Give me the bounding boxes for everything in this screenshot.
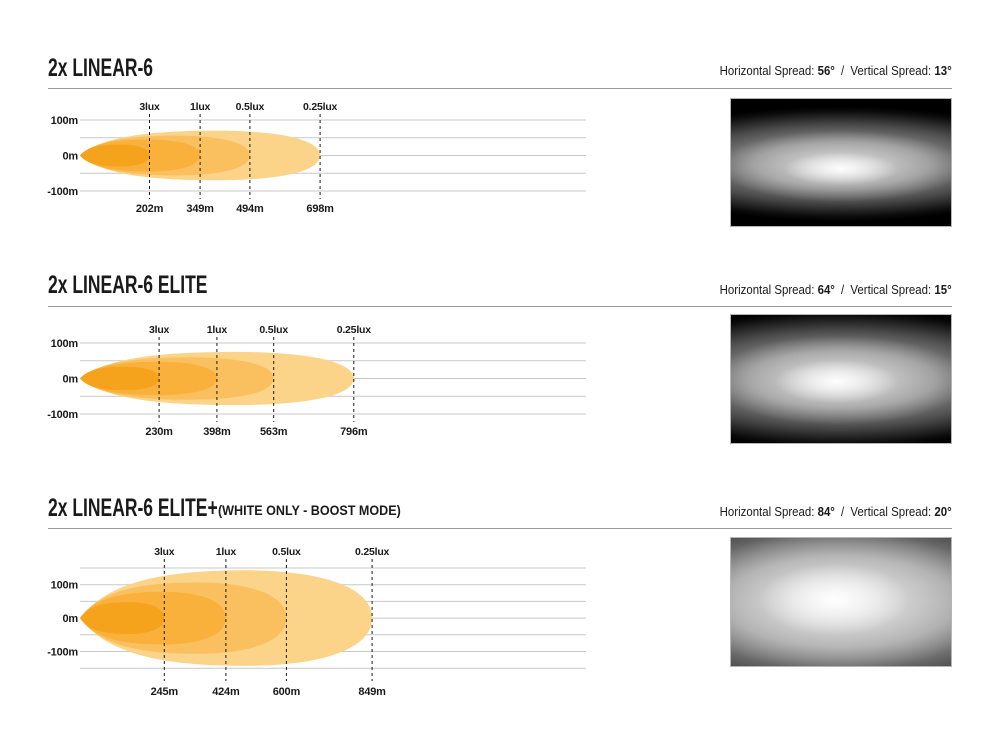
- spread-separator: /: [841, 504, 845, 519]
- section-3-subtitle: (WHITE ONLY - BOOST MODE): [218, 503, 401, 518]
- lux-label: 0.25lux: [355, 546, 390, 558]
- distance-label: 349m: [186, 203, 214, 215]
- distance-label: 424m: [212, 686, 240, 698]
- lux-label: 0.5lux: [259, 324, 288, 336]
- beam-chart-svg: 3lux 245m 1lux 424m 0.5lux 600m 0.25lux 849m 0m 1…: [47, 546, 586, 698]
- distance-label: 398m: [203, 426, 231, 438]
- section-1-divider: [48, 88, 952, 89]
- y-axis-label: -100m: [47, 409, 78, 421]
- horizontal-spread-value: 56°: [817, 63, 836, 78]
- lux-label: 1lux: [216, 546, 237, 558]
- y-axis-label: 0m: [63, 151, 79, 163]
- beam-chart-svg: 3lux 230m 1lux 398m 0.5lux 563m 0.25lux 796m 0m 1…: [47, 324, 586, 438]
- horizontal-spread-value: 84°: [817, 504, 836, 519]
- beam-pattern-photo-3: [730, 537, 952, 667]
- beam-chart-svg: 3lux 202m 1lux 349m 0.5lux 494m 0.25lux 698m 0m 1…: [47, 101, 586, 215]
- vertical-spread-label: Vertical Spread:: [850, 282, 932, 297]
- vertical-spread-label: Vertical Spread:: [850, 63, 932, 78]
- distance-label: 600m: [273, 686, 301, 698]
- distance-label: 202m: [136, 203, 164, 215]
- beam-distance-chart-1: 3lux 202m 1lux 349m 0.5lux 494m 0.25lux 698m 0m 1…: [40, 95, 600, 218]
- y-axis-label: -100m: [47, 186, 78, 198]
- horizontal-spread-label: Horizontal Spread:: [719, 282, 815, 297]
- beam-pattern-photo-1: [730, 98, 952, 227]
- beam-layer-3lux: [80, 602, 165, 635]
- lux-label: 3lux: [149, 324, 170, 336]
- y-axis-label: 0m: [63, 613, 79, 625]
- lux-label: 0.5lux: [272, 546, 301, 558]
- y-axis-label: -100m: [47, 647, 78, 659]
- spread-separator: /: [841, 63, 845, 78]
- horizontal-spread-label: Horizontal Spread:: [719, 63, 815, 78]
- y-axis-label: 100m: [51, 115, 79, 127]
- lux-label: 0.25lux: [303, 101, 338, 113]
- distance-label: 796m: [340, 426, 368, 438]
- vertical-spread-value: 20°: [934, 504, 952, 519]
- spread-separator: /: [841, 282, 845, 297]
- section-2-title: 2x LINEAR-6 ELITE: [48, 271, 208, 299]
- distance-label: 563m: [260, 426, 288, 438]
- lux-label: 3lux: [154, 546, 175, 558]
- distance-label: 698m: [306, 203, 334, 215]
- beam-layer-3lux: [80, 144, 150, 167]
- distance-label: 230m: [145, 426, 173, 438]
- lux-label: 0.5lux: [236, 101, 265, 113]
- beam-distance-chart-3: 3lux 245m 1lux 424m 0.5lux 600m 0.25lux 849m 0m 1…: [40, 540, 600, 705]
- vertical-spread-value: 15°: [934, 282, 952, 297]
- lux-label: 3lux: [139, 101, 160, 113]
- section-2-spread: Horizontal Spread: 64° / Vertical Spread: …: [720, 282, 952, 297]
- section-3-spread: Horizontal Spread: 84° / Vertical Spread: …: [720, 504, 952, 519]
- section-1-title: 2x LINEAR-6: [48, 54, 154, 82]
- y-axis-label: 100m: [51, 580, 79, 592]
- y-axis-label: 0m: [63, 374, 79, 386]
- section-2-divider: [48, 306, 952, 307]
- distance-label: 849m: [358, 686, 386, 698]
- lux-label: 1lux: [190, 101, 211, 113]
- section-1-spread: Horizontal Spread: 56° / Vertical Spread: …: [720, 63, 952, 78]
- lux-label: 0.25lux: [337, 324, 372, 336]
- lux-label: 1lux: [207, 324, 228, 336]
- horizontal-spread-value: 64°: [817, 282, 836, 297]
- beam-pattern-photo-2: [730, 314, 952, 444]
- horizontal-spread-label: Horizontal Spread:: [719, 504, 815, 519]
- vertical-spread-value: 13°: [934, 63, 952, 78]
- distance-label: 245m: [151, 686, 179, 698]
- y-axis-label: 100m: [51, 338, 79, 350]
- section-3-title: 2x LINEAR-6 ELITE+: [48, 494, 218, 522]
- vertical-spread-label: Vertical Spread:: [850, 504, 932, 519]
- section-3-divider: [48, 528, 952, 529]
- beam-distance-chart-2: 3lux 230m 1lux 398m 0.5lux 563m 0.25lux 796m 0m 1…: [40, 318, 600, 441]
- distance-label: 494m: [236, 203, 264, 215]
- beam-layer-3lux: [80, 366, 160, 391]
